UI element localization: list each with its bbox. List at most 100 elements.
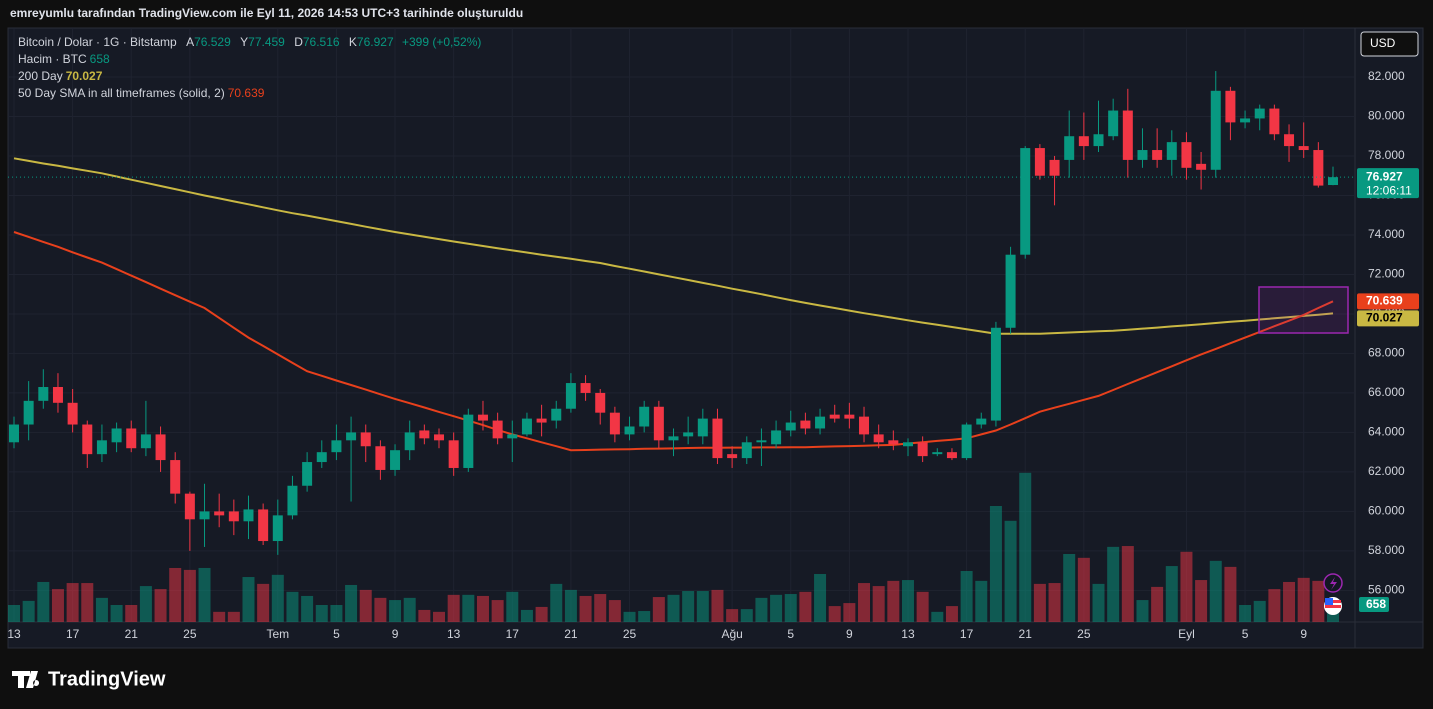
x-tick-label: 21 [125,627,139,641]
volume-bar [418,609,431,622]
candle-body [214,511,225,516]
series-value: 70.639 [227,86,265,100]
last-price-label: 76.927 [1366,169,1403,183]
candle-body [727,454,738,459]
candle-body [917,442,928,457]
candle-body [815,416,826,429]
candle-body [712,418,723,459]
candle-body [463,414,474,468]
candle-body [888,440,899,445]
candle-body [653,406,664,441]
candle-body [1108,110,1119,137]
candle-body [375,446,386,470]
y-tick-label: 58.000 [1368,543,1405,557]
caption: emreyumlu tarafından TradingView.com ile… [10,6,523,20]
volume-bar [755,597,768,622]
candle-body [477,414,488,421]
candle-body [624,426,635,435]
volume-bar [579,595,592,622]
volume-bar [1107,546,1120,622]
volume-bar [81,583,94,622]
candle-body [1254,108,1265,119]
y-tick-label: 64.000 [1368,425,1405,439]
volume-bar [1224,566,1237,622]
candle-body [990,327,1001,421]
volume-bar [66,583,79,622]
brand: TradingView [48,668,166,690]
change: +399 (+0,52%) [401,35,482,49]
ohlc-value: 76.516 [302,35,340,49]
legend-row: Bitcoin / Dolar · 1G · Bitstamp A76.529 … [18,34,481,51]
volume-bar [872,586,885,622]
volume-tag [1359,596,1389,612]
ma-price-label: 70.639 [1366,293,1403,307]
ohlc-letter: K [348,35,357,49]
candle-body [23,400,34,425]
volume-bar [257,583,270,622]
volume-bar [1239,604,1252,622]
candle-body [1122,110,1133,160]
candle-body [1298,146,1309,151]
volume-bar [1283,581,1296,622]
x-tick-label: 13 [7,627,21,641]
x-tick-label: 9 [1300,627,1307,641]
volume-bar [213,611,226,622]
candle-body [126,428,137,449]
candle-body [1166,142,1177,160]
volume-tag-label: 658 [1366,597,1386,611]
candle-body [140,434,151,449]
candle-body [536,418,547,423]
volume-value: 658 [89,52,110,66]
volume-bar [359,589,372,622]
countdown-label: 12:06:11 [1366,183,1412,197]
volume-bar [931,611,944,622]
candle-body [668,436,679,441]
candle-body [404,432,415,451]
candle-body [38,387,49,401]
x-tick-label: 21 [1019,627,1033,641]
candle-body [96,440,107,455]
volume-bar [476,595,489,622]
last-price-tag [1357,168,1419,199]
ma-line [13,157,1334,335]
volume-bar [110,604,123,622]
x-tick-label: 21 [564,627,578,641]
x-tick-label: Eyl [1178,627,1195,641]
volume-bar [403,597,416,622]
volume-bar [1019,472,1032,622]
volume-bar [315,604,328,622]
legend-row: 50 Day SMA in all timeframes (solid, 2) 7… [18,85,481,102]
volume-bar [945,606,958,622]
candle-body [316,452,327,463]
ma-price-label: 70.027 [1366,310,1403,324]
volume-bar [8,604,20,622]
candle-body [331,440,342,453]
y-tick-label: 74.000 [1368,227,1405,241]
x-tick-label: Tem [266,627,289,641]
x-tick-label: 25 [1077,627,1091,641]
x-tick-label: 5 [787,627,794,641]
currency-button[interactable] [1360,31,1419,57]
volume-bar [726,609,739,622]
volume-bar [535,606,548,622]
volume-bar [139,586,152,622]
volume-bar [520,609,533,622]
volume-bar [1297,577,1310,622]
x-tick-label: 17 [960,627,974,641]
candle-body [639,406,650,427]
x-tick-label: 17 [66,627,80,641]
volume-bar [887,580,900,622]
candle-body [961,424,972,459]
candle-body [1078,136,1089,147]
y-tick-label: 62.000 [1368,464,1405,478]
volume-bar [37,581,50,622]
candle-body [902,442,913,447]
candle-body [1269,108,1280,135]
candle-body [844,414,855,419]
volume-bar [1063,553,1076,622]
currency-label: USD [1370,36,1396,50]
alert-bolt [1330,577,1337,590]
candle-body [170,460,181,494]
volume-bar [1253,600,1266,622]
